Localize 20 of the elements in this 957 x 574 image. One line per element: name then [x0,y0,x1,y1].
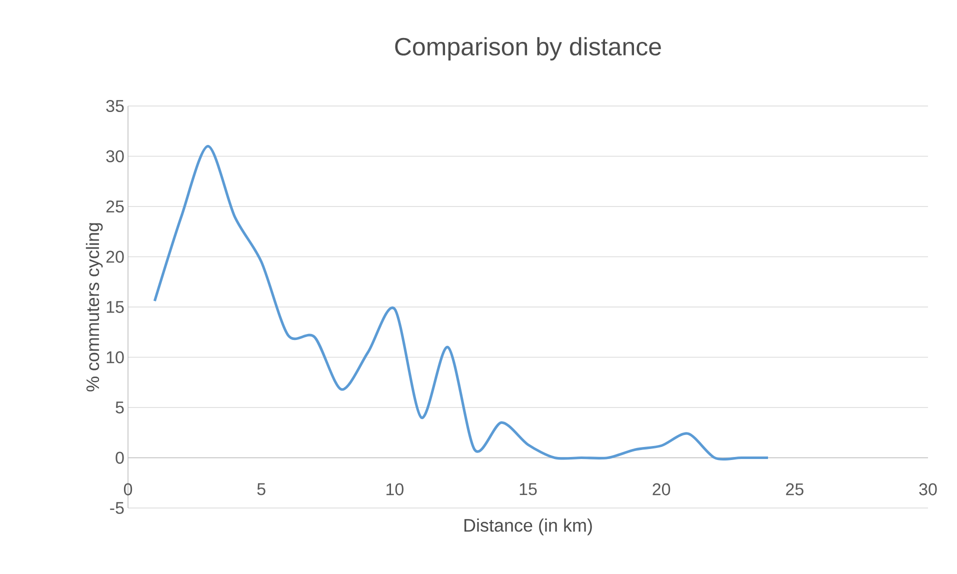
y-tick-label: 25 [106,200,124,213]
y-tick-label: 0 [116,452,124,464]
y-tick-label: 10 [106,351,124,364]
y-tick-label: 5 [116,402,124,414]
x-axis-title: Distance (in km) [464,518,592,536]
x-tick-label: 25 [786,483,804,496]
x-tick-label: 5 [257,483,266,496]
x-tick-label: 15 [520,483,537,496]
x-tick-label: 30 [919,483,937,496]
chart-title: Comparison by distance [395,37,661,60]
y-tick-label: 30 [106,150,124,162]
y-axis-title: % commuters cycling [86,223,103,392]
x-tick-label: 0 [124,483,132,496]
line-series [153,144,770,460]
y-tick-label: 35 [106,100,124,112]
y-tick-label: 15 [106,301,124,313]
y-tick-label: 20 [106,250,124,263]
x-tick-label: 10 [386,483,404,496]
y-tick-label: -5 [110,502,124,514]
x-tick-label: 20 [652,483,670,496]
